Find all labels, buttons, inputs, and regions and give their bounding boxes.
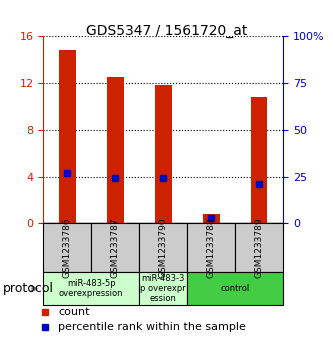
Bar [59,50,76,223]
Text: percentile rank within the sample: percentile rank within the sample [58,322,246,333]
Text: miR-483-3
p overexpr
ession: miR-483-3 p overexpr ession [140,274,186,303]
Text: GSM1233789: GSM1233789 [254,217,264,278]
Bar [203,214,219,223]
Text: GSM1233790: GSM1233790 [159,217,168,278]
Text: GDS5347 / 1561720_at: GDS5347 / 1561720_at [86,24,247,38]
Bar [155,85,171,223]
Text: GSM1233786: GSM1233786 [63,217,72,278]
Text: protocol: protocol [3,282,54,295]
Bar [107,77,124,223]
Text: GSM1233788: GSM1233788 [206,217,216,278]
Text: GSM1233787: GSM1233787 [111,217,120,278]
Bar [251,97,267,223]
Text: control: control [220,284,250,293]
Text: miR-483-5p
overexpression: miR-483-5p overexpression [59,279,124,298]
Text: count: count [58,307,90,317]
